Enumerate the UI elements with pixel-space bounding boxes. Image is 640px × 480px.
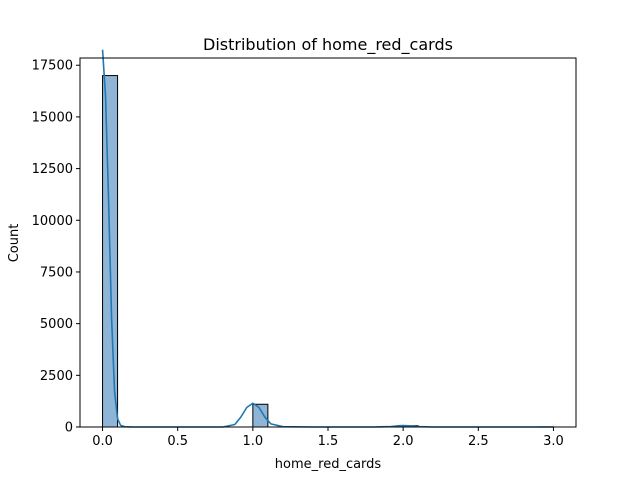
y-axis-label: Count xyxy=(7,224,22,263)
axes-frame xyxy=(79,57,577,428)
histogram-bar xyxy=(252,403,269,428)
x-tick-label: 2.0 xyxy=(393,434,414,449)
chart-title: Distribution of home_red_cards xyxy=(203,35,453,55)
y-tick-label: 12500 xyxy=(32,162,73,177)
y-tick-label: 10000 xyxy=(32,214,73,229)
x-tick-label: 1.5 xyxy=(318,434,339,449)
x-tick-label: 2.5 xyxy=(468,434,489,449)
kde-line xyxy=(101,49,554,428)
y-tick-label: 7500 xyxy=(40,265,73,280)
x-tick-label: 0.0 xyxy=(92,434,113,449)
x-axis-label: home_red_cards xyxy=(275,457,382,472)
plot-area: 0.0 0.5 1.0 1.5 2.0 2.5 3.0 0 2500 5000 7500 10000 1… xyxy=(32,49,577,449)
y-tick-label: 2500 xyxy=(40,369,73,384)
x-tick-label: 3.0 xyxy=(543,434,564,449)
x-tick-label: 0.5 xyxy=(167,434,188,449)
x-tick-label: 1.0 xyxy=(243,434,264,449)
y-tick-label: 17500 xyxy=(32,59,73,74)
y-tick-label: 5000 xyxy=(40,317,73,332)
y-tick-label: 15000 xyxy=(32,110,73,125)
y-tick-label: 0 xyxy=(65,421,73,436)
